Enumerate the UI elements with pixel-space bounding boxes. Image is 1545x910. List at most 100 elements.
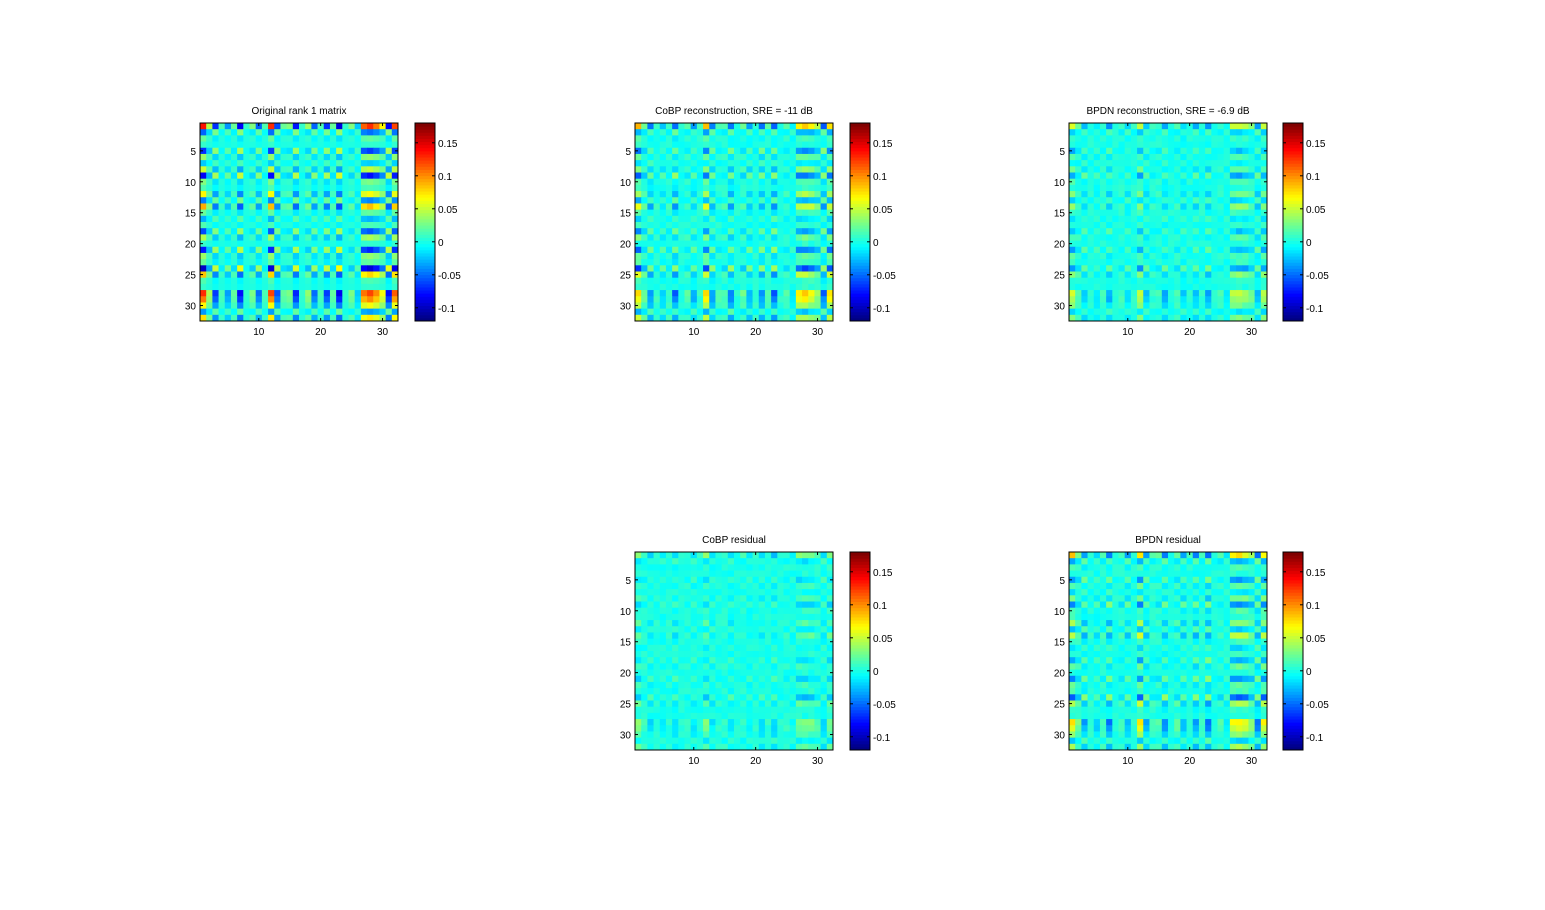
heatmap-cell <box>280 197 287 204</box>
heatmap-cell <box>765 620 772 627</box>
heatmap-cell <box>746 309 753 316</box>
heatmap-cell <box>1149 602 1156 609</box>
heatmap-cell <box>1094 583 1101 590</box>
heatmap-cell <box>237 210 244 217</box>
heatmap-cell <box>1242 259 1249 266</box>
heatmap-cell <box>1205 608 1212 615</box>
heatmap-cell <box>777 203 784 210</box>
heatmap-cell <box>1149 265 1156 272</box>
heatmap-cell <box>802 564 809 571</box>
heatmap-cell <box>796 744 803 751</box>
colorbar-tick-label: 0.15 <box>438 139 458 150</box>
heatmap-cell <box>330 210 337 217</box>
heatmap-cell <box>672 713 679 720</box>
heatmap-cell <box>746 234 753 241</box>
heatmap-cell <box>1255 620 1262 627</box>
heatmap-cell <box>1119 123 1126 130</box>
heatmap-cell <box>715 713 722 720</box>
heatmap-cell <box>361 123 368 130</box>
heatmap-cell <box>1119 185 1126 192</box>
heatmap-cell <box>1106 191 1113 198</box>
heatmap-cell <box>373 123 380 130</box>
heatmap-cell <box>1119 203 1126 210</box>
heatmap-cell <box>1199 210 1206 217</box>
heatmap-cell <box>666 166 673 173</box>
heatmap-cell <box>299 234 306 241</box>
heatmap-cell <box>635 234 642 241</box>
heatmap-cell <box>1180 247 1187 254</box>
heatmap-cell <box>1211 135 1218 142</box>
heatmap-cell <box>796 645 803 652</box>
colorbar-band <box>850 154 870 158</box>
heatmap-cell <box>1125 142 1132 149</box>
heatmap-cell <box>373 129 380 136</box>
heatmap-cell <box>262 197 269 204</box>
colorbar-band <box>850 741 870 745</box>
heatmap-cell <box>660 589 667 596</box>
y-tick-label: 10 <box>1054 178 1066 189</box>
heatmap-cell <box>728 135 735 142</box>
heatmap-cell <box>367 315 374 322</box>
heatmap-cell <box>654 272 661 279</box>
heatmap-cell <box>654 552 661 559</box>
heatmap-cell <box>342 315 349 322</box>
heatmap-cell <box>654 583 661 590</box>
heatmap-cell <box>790 234 797 241</box>
heatmap-cell <box>305 284 312 291</box>
heatmap-cell <box>1143 135 1150 142</box>
heatmap-cell <box>722 309 729 316</box>
colorbar-band <box>415 234 435 238</box>
heatmap-cell <box>1156 222 1163 229</box>
heatmap-cell <box>746 154 753 161</box>
heatmap-cell <box>759 651 766 658</box>
heatmap-cell <box>1125 160 1132 167</box>
heatmap-cell <box>330 179 337 186</box>
heatmap-cell <box>392 160 399 167</box>
heatmap-cell <box>287 234 294 241</box>
heatmap-cell <box>367 278 374 285</box>
heatmap-cell <box>697 142 704 149</box>
heatmap-cell <box>1193 284 1200 291</box>
heatmap-cell <box>280 123 287 130</box>
heatmap-cell <box>672 571 679 578</box>
heatmap-cell <box>231 253 238 260</box>
heatmap-cell <box>355 191 362 198</box>
heatmap-cell <box>1100 234 1107 241</box>
heatmap-cell <box>654 210 661 217</box>
heatmap-cell <box>367 265 374 272</box>
heatmap-cell <box>243 228 250 235</box>
heatmap-cell <box>1137 216 1144 223</box>
heatmap-cell <box>1088 626 1095 633</box>
heatmap-cell <box>765 738 772 745</box>
heatmap-cell <box>691 173 698 180</box>
heatmap-cell <box>219 154 226 161</box>
heatmap-cell <box>287 197 294 204</box>
heatmap-cell <box>821 651 828 658</box>
heatmap-cell <box>691 620 698 627</box>
heatmap-cell <box>1236 123 1243 130</box>
heatmap-cell <box>709 651 716 658</box>
heatmap-cell <box>1180 197 1187 204</box>
heatmap-cell <box>703 645 710 652</box>
heatmap-cell <box>1174 558 1181 565</box>
heatmap-cell <box>1187 558 1194 565</box>
heatmap-cell <box>318 185 325 192</box>
heatmap-cell <box>324 253 331 260</box>
heatmap-cell <box>1088 185 1095 192</box>
heatmap-cell <box>678 216 685 223</box>
heatmap-cell <box>1211 302 1218 309</box>
heatmap-cell <box>728 142 735 149</box>
heatmap-cell <box>1081 197 1088 204</box>
heatmap-cell <box>635 595 642 602</box>
heatmap-cell <box>1143 197 1150 204</box>
heatmap-cell <box>641 315 648 322</box>
colorbar-band <box>850 182 870 186</box>
heatmap-cell <box>225 302 232 309</box>
heatmap-cell <box>349 142 356 149</box>
heatmap-cell <box>821 731 828 738</box>
heatmap-cell <box>243 234 250 241</box>
heatmap-cell <box>1112 129 1119 136</box>
heatmap-cell <box>777 614 784 621</box>
heatmap-cell <box>1088 602 1095 609</box>
heatmap-cell <box>1081 222 1088 229</box>
